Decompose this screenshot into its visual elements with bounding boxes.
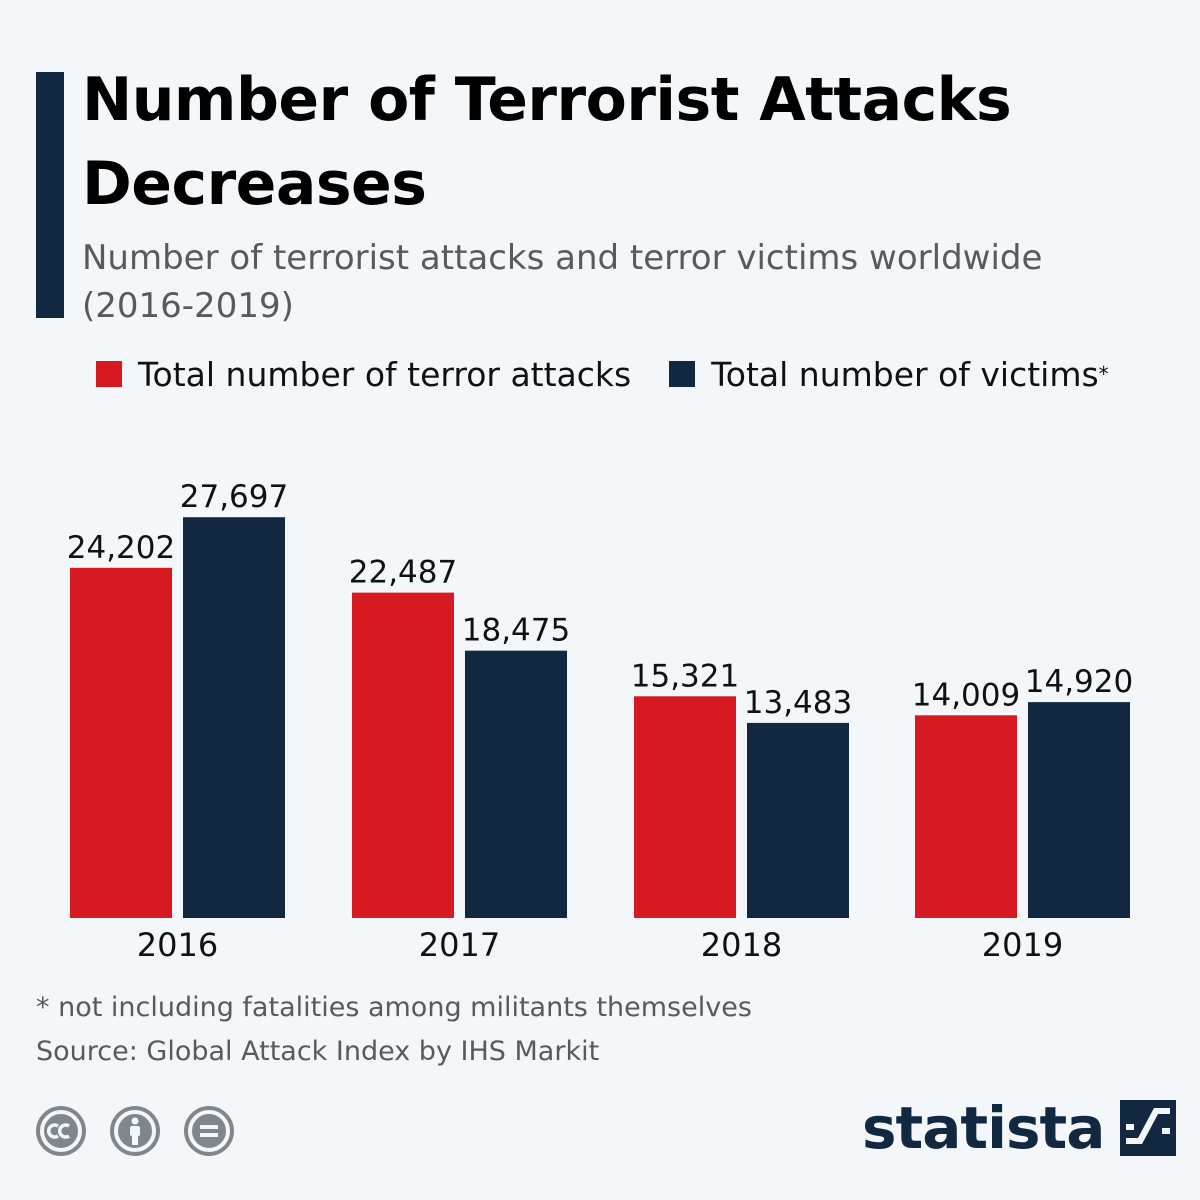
bar-total-number-of-terror-attacks-2018: [634, 696, 736, 918]
bar-total-number-of-terror-attacks-2019: [915, 715, 1017, 918]
data-label-total-number-of-victims-2016: 27,697: [180, 479, 288, 515]
legend: Total number of terror attacks Total num…: [96, 352, 1147, 396]
x-tick-label-2017: 2017: [419, 926, 500, 964]
chart-subtitle: Number of terrorist attacks and terror v…: [82, 238, 1043, 326]
legend-label-victims: Total number of victims: [711, 354, 1099, 394]
bar-total-number-of-terror-attacks-2016: [70, 567, 172, 918]
brand-name: statista: [862, 1094, 1105, 1162]
legend-label-attacks: Total number of terror attacks: [138, 354, 632, 394]
data-label-total-number-of-terror-attacks-2019: 14,009: [912, 677, 1020, 713]
data-label-total-number-of-terror-attacks-2017: 22,487: [349, 555, 457, 591]
bar-total-number-of-victims-2016: [183, 517, 285, 918]
legend-swatch-attacks: [96, 361, 122, 387]
legend-item-victims: Total number of victims *: [669, 354, 1109, 394]
bar-total-number-of-victims-2017: [465, 650, 567, 918]
x-tick-label-2018: 2018: [701, 926, 782, 964]
data-label-total-number-of-victims-2019: 14,920: [1025, 664, 1133, 700]
license-icons: [36, 1106, 258, 1156]
attribution-icon[interactable]: [110, 1106, 160, 1156]
x-tick-label-2019: 2019: [982, 926, 1063, 964]
footnote: * not including fatalities among militan…: [36, 992, 752, 1023]
bar-total-number-of-victims-2019: [1028, 702, 1130, 918]
data-label-total-number-of-victims-2018: 13,483: [744, 685, 852, 721]
statista-logo[interactable]: statista: [862, 1094, 1177, 1162]
data-label-total-number-of-terror-attacks-2016: 24,202: [67, 530, 175, 566]
no-derivatives-icon[interactable]: [184, 1106, 234, 1156]
legend-swatch-victims: [669, 361, 696, 387]
data-label-total-number-of-terror-attacks-2018: 15,321: [631, 658, 739, 694]
bar-total-number-of-victims-2018: [747, 722, 849, 918]
data-label-total-number-of-victims-2017: 18,475: [462, 613, 570, 649]
x-tick-label-2016: 2016: [137, 926, 218, 964]
source-note: Source: Global Attack Index by IHS Marki…: [36, 1036, 600, 1067]
chart-title: Number of Terrorist Attacks Decreases: [82, 65, 1012, 219]
bar-total-number-of-terror-attacks-2017: [352, 592, 454, 918]
statista-logo-icon: [1120, 1100, 1177, 1156]
title-accent-bar: [36, 72, 64, 318]
legend-item-attacks: Total number of terror attacks: [96, 355, 631, 394]
cc-icon[interactable]: [36, 1106, 86, 1156]
